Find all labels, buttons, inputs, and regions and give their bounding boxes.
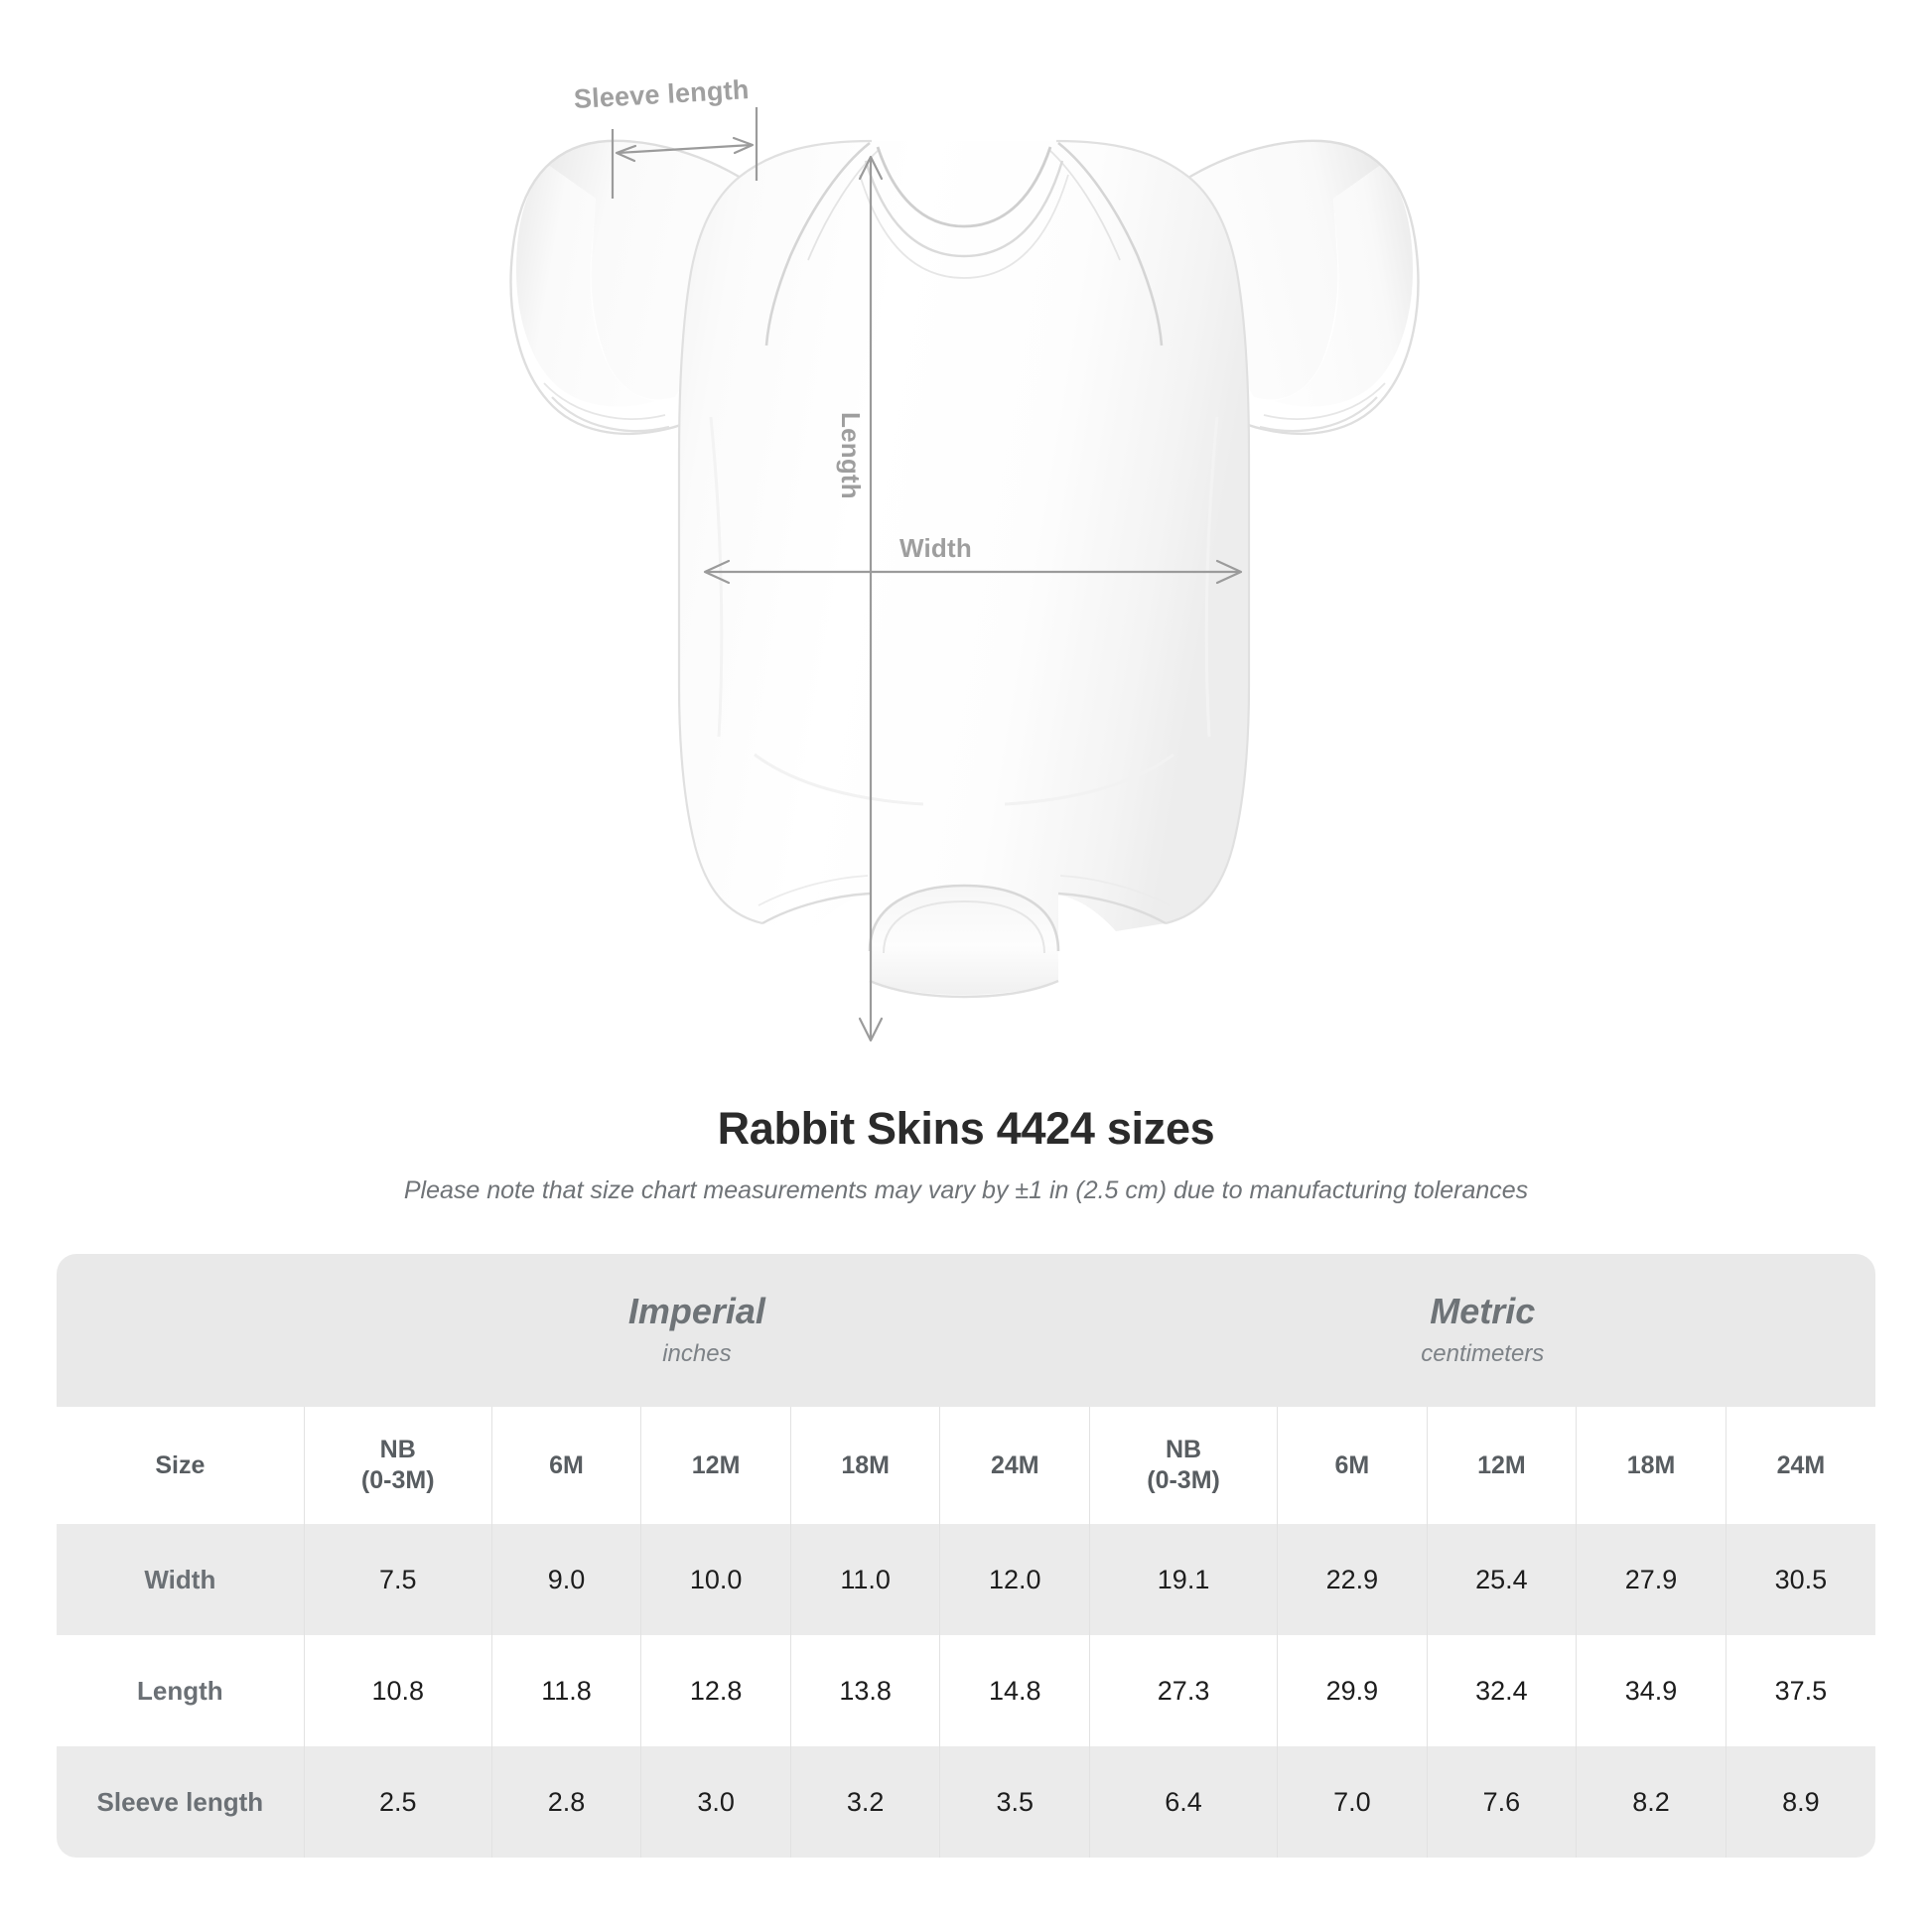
cell-length-imperial-12m: 12.8: [640, 1635, 791, 1747]
cell-length-metric-12m: 32.4: [1426, 1635, 1577, 1747]
row-label-width: Width: [57, 1524, 305, 1636]
column-header-metric-nb: NB (0-3M): [1089, 1407, 1278, 1525]
cell-sleeve-imperial-6m: 2.8: [490, 1746, 641, 1859]
column-header-imperial-nb: NB (0-3M): [303, 1407, 492, 1525]
length-dimension-label: Length: [836, 412, 866, 499]
cell-sleeve-imperial-nb: 2.5: [303, 1746, 492, 1859]
unit-header-spacer: [57, 1254, 305, 1408]
cell-length-imperial-18m: 13.8: [789, 1635, 940, 1747]
table-row: Width 7.5 9.0 10.0 11.0 12.0 19.1 22.9 2…: [57, 1524, 1875, 1636]
row-label-sleeve-length: Sleeve length: [57, 1746, 305, 1859]
column-header-metric-24m: 24M: [1725, 1407, 1875, 1525]
unit-header-row: Imperial inches Metric centimeters: [57, 1254, 1875, 1408]
column-header-metric-nb-label: NB: [1166, 1436, 1202, 1463]
row-label-length: Length: [57, 1635, 305, 1747]
size-chart-table: Imperial inches Metric centimeters Size …: [57, 1254, 1875, 1859]
cell-length-imperial-24m: 14.8: [939, 1635, 1090, 1747]
column-header-metric-12m-label: 12M: [1477, 1450, 1526, 1479]
cell-width-metric-18m: 27.9: [1576, 1524, 1726, 1636]
cell-width-imperial-nb: 7.5: [303, 1524, 492, 1636]
unit-group-metric-name: Metric: [1430, 1291, 1536, 1332]
page-subtitle: Please note that size chart measurements…: [403, 1176, 1529, 1204]
column-header-imperial-nb-sub: (0-3M): [360, 1466, 435, 1495]
column-header-imperial-6m: 6M: [490, 1407, 641, 1525]
column-header-size: Size: [57, 1407, 305, 1525]
cell-width-imperial-6m: 9.0: [490, 1524, 641, 1636]
cell-length-imperial-nb: 10.8: [303, 1635, 492, 1747]
cell-sleeve-imperial-12m: 3.0: [640, 1746, 791, 1859]
column-header-imperial-18m-label: 18M: [841, 1450, 890, 1479]
column-header-metric-18m-label: 18M: [1626, 1450, 1676, 1479]
cell-length-metric-24m: 37.5: [1725, 1635, 1875, 1747]
cell-width-imperial-12m: 10.0: [640, 1524, 791, 1636]
cell-width-metric-24m: 30.5: [1725, 1524, 1875, 1636]
column-header-metric-12m: 12M: [1426, 1407, 1577, 1525]
page-title: Rabbit Skins 4424 sizes: [717, 1103, 1215, 1154]
cell-sleeve-metric-12m: 7.6: [1426, 1746, 1577, 1859]
size-header-row: Size NB (0-3M) 6M 12M 18M 24M: [57, 1407, 1875, 1525]
column-header-size-label: Size: [155, 1450, 206, 1479]
unit-group-imperial-sub: inches: [662, 1339, 732, 1367]
column-header-imperial-nb-label: NB: [379, 1436, 416, 1463]
cell-sleeve-metric-24m: 8.9: [1725, 1746, 1875, 1859]
cell-width-metric-12m: 25.4: [1426, 1524, 1577, 1636]
table-body: Width 7.5 9.0 10.0 11.0 12.0 19.1 22.9 2…: [57, 1524, 1875, 1859]
unit-group-metric-sub: centimeters: [1421, 1339, 1545, 1367]
baby-bodysuit-icon: [509, 107, 1420, 1042]
column-header-metric-nb-sub: (0-3M): [1147, 1466, 1220, 1495]
unit-group-metric: Metric centimeters: [1089, 1254, 1875, 1408]
column-header-imperial-12m: 12M: [640, 1407, 791, 1525]
unit-group-imperial: Imperial inches: [304, 1254, 1090, 1408]
cell-sleeve-metric-nb: 6.4: [1089, 1746, 1278, 1859]
cell-width-imperial-24m: 12.0: [939, 1524, 1090, 1636]
cell-width-metric-6m: 22.9: [1277, 1524, 1428, 1636]
column-header-imperial-18m: 18M: [789, 1407, 940, 1525]
table-row: Sleeve length 2.5 2.8 3.0 3.2 3.5 6.4 7.…: [57, 1746, 1875, 1859]
cell-sleeve-metric-18m: 8.2: [1576, 1746, 1726, 1859]
column-header-imperial-12m-label: 12M: [691, 1450, 741, 1479]
cell-sleeve-imperial-18m: 3.2: [789, 1746, 940, 1859]
size-chart-table-container: Imperial inches Metric centimeters Size …: [57, 1254, 1875, 1859]
garment-illustration: Sleeve length Length Width: [509, 74, 1420, 1042]
cell-width-imperial-18m: 11.0: [789, 1524, 940, 1636]
column-header-metric-6m-label: 6M: [1334, 1450, 1370, 1479]
table-row: Length 10.8 11.8 12.8 13.8 14.8 27.3 29.…: [57, 1635, 1875, 1747]
column-header-metric-6m: 6M: [1277, 1407, 1428, 1525]
title-block: Rabbit Skins 4424 sizes Please note that…: [0, 1102, 1932, 1206]
column-header-imperial-24m-label: 24M: [990, 1450, 1039, 1479]
cell-width-metric-nb: 19.1: [1089, 1524, 1278, 1636]
table-head: Imperial inches Metric centimeters Size …: [57, 1254, 1875, 1525]
cell-sleeve-metric-6m: 7.0: [1277, 1746, 1428, 1859]
cell-length-metric-nb: 27.3: [1089, 1635, 1278, 1747]
column-header-metric-18m: 18M: [1576, 1407, 1726, 1525]
cell-length-imperial-6m: 11.8: [490, 1635, 641, 1747]
width-dimension-label: Width: [899, 533, 972, 563]
unit-group-imperial-name: Imperial: [627, 1291, 765, 1332]
column-header-imperial-24m: 24M: [939, 1407, 1090, 1525]
cell-length-metric-6m: 29.9: [1277, 1635, 1428, 1747]
cell-length-metric-18m: 34.9: [1576, 1635, 1726, 1747]
column-header-metric-24m-label: 24M: [1776, 1450, 1826, 1479]
cell-sleeve-imperial-24m: 3.5: [939, 1746, 1090, 1859]
column-header-imperial-6m-label: 6M: [549, 1450, 584, 1479]
dimension-lines: [611, 107, 1243, 1042]
